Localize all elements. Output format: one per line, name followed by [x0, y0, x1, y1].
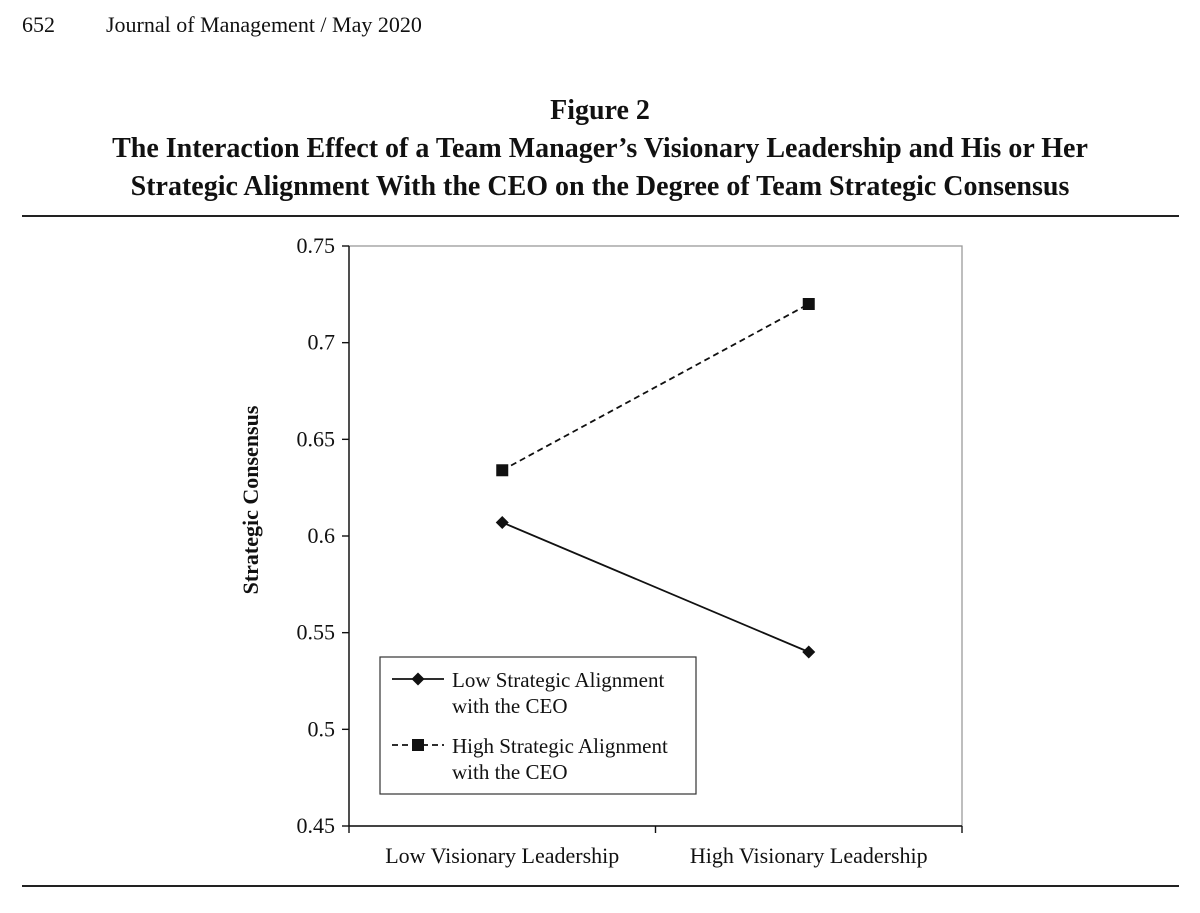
legend-label: with the CEO: [452, 760, 568, 784]
figure-title-line-2: Strategic Alignment With the CEO on the …: [130, 171, 1070, 202]
running-head: 652 Journal of Management / May 2020: [22, 12, 422, 38]
figure-label: Figure 2: [550, 95, 650, 126]
top-rule: [22, 215, 1179, 217]
page-number: 652: [22, 12, 55, 37]
series-low-alignment: [495, 515, 816, 659]
legend-label: with the CEO: [452, 694, 568, 718]
data-point-diamond: [802, 645, 816, 659]
figure-title-line-1: The Interaction Effect of a Team Manager…: [112, 133, 1088, 164]
legend-swatch-marker: [411, 672, 425, 686]
y-axis-title: Strategic Consensus: [238, 405, 263, 594]
x-category-label: High Visionary Leadership: [690, 843, 928, 868]
data-point-square: [802, 298, 815, 310]
data-point-square: [496, 464, 509, 477]
y-tick-label: 0.55: [297, 620, 336, 645]
series-line: [501, 521, 810, 653]
journal-title: Journal of Management / May 2020: [106, 12, 422, 37]
y-tick-label: 0.65: [297, 426, 336, 451]
y-tick-label: 0.75: [297, 233, 336, 258]
legend-label: Low Strategic Alignment: [452, 668, 664, 692]
y-tick-label: 0.5: [308, 716, 336, 741]
figure-heading: Figure 2 The Interaction Effect of a Tea…: [0, 92, 1200, 206]
data-point-diamond: [495, 515, 509, 529]
x-category-label: Low Visionary Leadership: [385, 843, 619, 868]
series-high-alignment: [496, 298, 815, 477]
legend-swatch-marker: [412, 739, 424, 751]
series-line: [501, 303, 810, 472]
y-tick-label: 0.45: [297, 813, 336, 838]
bottom-rule: [22, 885, 1179, 887]
legend-label: High Strategic Alignment: [452, 734, 668, 758]
y-tick-label: 0.7: [308, 330, 336, 355]
y-tick-label: 0.6: [308, 523, 336, 548]
